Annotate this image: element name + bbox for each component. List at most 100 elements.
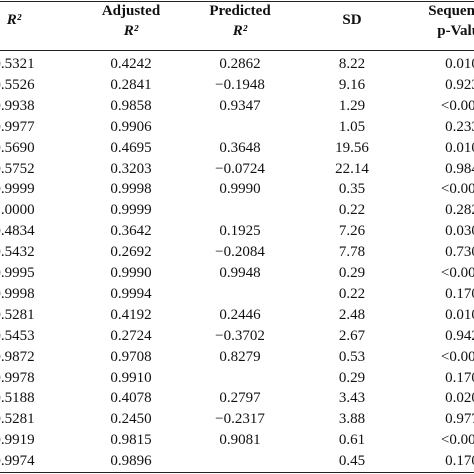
table-cell: −0.1948 [215, 76, 265, 93]
table-cell: 0.5281 [0, 411, 35, 428]
table-cell: <0.001 [440, 97, 474, 114]
table-cell: 0.942 [445, 327, 474, 344]
table-cell: 0.4242 [110, 56, 152, 72]
table-cell: 7.26 [338, 223, 366, 240]
table-cell: 0.3648 [219, 139, 261, 156]
table-cell: 0.010 [445, 306, 474, 323]
table-cell: 9.16 [338, 76, 366, 93]
table-cell: 0.35 [338, 181, 366, 198]
table-cell: 3.43 [338, 390, 366, 407]
table-cell: 0.9994 [110, 285, 152, 302]
table-cell: 0.170 [445, 285, 474, 302]
table-cell: 0.22 [338, 285, 366, 302]
table-cell: 0.984 [445, 160, 474, 177]
table-cell: 0.9974 [0, 453, 35, 470]
table-cell: 0.2724 [110, 327, 152, 344]
table-cell: 0.2862 [219, 56, 261, 72]
table-cell: 22.14 [335, 160, 369, 177]
table-cell: 0.9990 [110, 265, 152, 281]
table-cell: 0.9815 [110, 432, 152, 449]
table-cell: 0.9708 [110, 348, 152, 365]
column-header: R² [123, 23, 139, 39]
table-cell: 0.9872 [0, 348, 35, 365]
table-cell: 0.170 [445, 369, 474, 386]
column-header: Predicted [209, 3, 271, 19]
table-cell: 0.9919 [0, 432, 35, 449]
table-cell: 0.4834 [0, 223, 35, 240]
table-cell: −0.0724 [215, 160, 265, 177]
table-cell: 8.22 [338, 56, 366, 72]
table-cell: 19.56 [335, 139, 369, 156]
table-cell: 2.48 [338, 306, 366, 323]
table-cell: 0.8279 [219, 348, 261, 365]
table-cell: 0.5690 [0, 139, 35, 156]
column-header: SD [342, 12, 362, 28]
table-cell: 0.030 [445, 223, 474, 240]
table-cell: 0.4078 [110, 390, 152, 407]
table-cell: 0.9081 [219, 432, 261, 449]
table-cell: 0.9906 [110, 118, 152, 135]
top-rule [0, 1, 474, 2]
table-cell: 0.9998 [110, 181, 152, 198]
table-cell: 7.78 [338, 244, 366, 261]
table-cell: 0.233 [445, 118, 474, 135]
table-cell: 0.9938 [0, 97, 35, 114]
table-cell: 0.923 [445, 76, 474, 93]
bottom-rule [0, 472, 474, 473]
table-cell: <0.001 [440, 432, 474, 449]
table-cell: 1.0000 [0, 202, 35, 219]
column-header: R² [6, 12, 22, 28]
table-cell: 0.5281 [0, 306, 35, 323]
table-cell: 0.9948 [219, 265, 261, 281]
table-cell: 0.45 [338, 453, 366, 470]
table-cell: 0.4192 [110, 306, 152, 323]
table-cell: 1.05 [338, 118, 366, 135]
table-cell: 0.29 [338, 265, 366, 281]
table-cell: 0.9910 [110, 369, 152, 386]
table-cell: 0.5453 [0, 327, 35, 344]
table-cell: <0.001 [440, 348, 474, 365]
table-cell: 0.9977 [0, 118, 35, 135]
table-cell: 0.9978 [0, 369, 35, 386]
table-cell: 0.5321 [0, 56, 35, 72]
table-cell: 0.2692 [110, 244, 152, 261]
table-cell: 0.730 [445, 244, 474, 261]
table-cell: <0.001 [440, 265, 474, 281]
table-cell: 0.9858 [110, 97, 152, 114]
header-rule [0, 50, 474, 51]
table-cell: 1.29 [338, 97, 366, 114]
column-header: p-Value [437, 23, 474, 39]
column-header: Sequential [428, 3, 474, 19]
table-cell: 0.9998 [0, 285, 35, 302]
table-cell: 0.9896 [110, 453, 152, 470]
table-cell: 0.22 [338, 202, 366, 219]
table-cell: 0.61 [338, 432, 366, 449]
table-cell: 0.170 [445, 453, 474, 470]
table-cell: 0.2450 [110, 411, 152, 428]
table-cell: 0.010 [445, 139, 474, 156]
table-cell: 0.9347 [219, 97, 261, 114]
table-cell: 0.010 [445, 56, 474, 72]
table-cell: 0.1925 [219, 223, 261, 240]
table-cell: 0.5526 [0, 76, 35, 93]
table-cell: 0.4695 [110, 139, 152, 156]
table-cell: 0.3642 [110, 223, 152, 240]
table-cell: 0.9990 [219, 181, 261, 198]
table-cell: 0.9999 [0, 181, 35, 198]
table-cell: 0.282 [445, 202, 474, 219]
table-cell: 3.88 [338, 411, 366, 428]
table-cell: 0.977 [445, 411, 474, 428]
table-cell: 0.2797 [219, 390, 261, 407]
table-cell: 0.9995 [0, 265, 35, 281]
table-cell: 0.2841 [110, 76, 152, 93]
table-cell: 0.53 [338, 348, 366, 365]
table-cell: 0.3203 [110, 160, 152, 177]
table-cell: 0.5752 [0, 160, 35, 177]
column-header: Adjusted [101, 3, 161, 19]
table-cell: 0.5432 [0, 244, 35, 261]
table-cell: 2.67 [338, 327, 366, 344]
table-cell: 0.29 [338, 369, 366, 386]
column-header: R² [232, 23, 248, 39]
table-cell: 0.9999 [110, 202, 152, 219]
